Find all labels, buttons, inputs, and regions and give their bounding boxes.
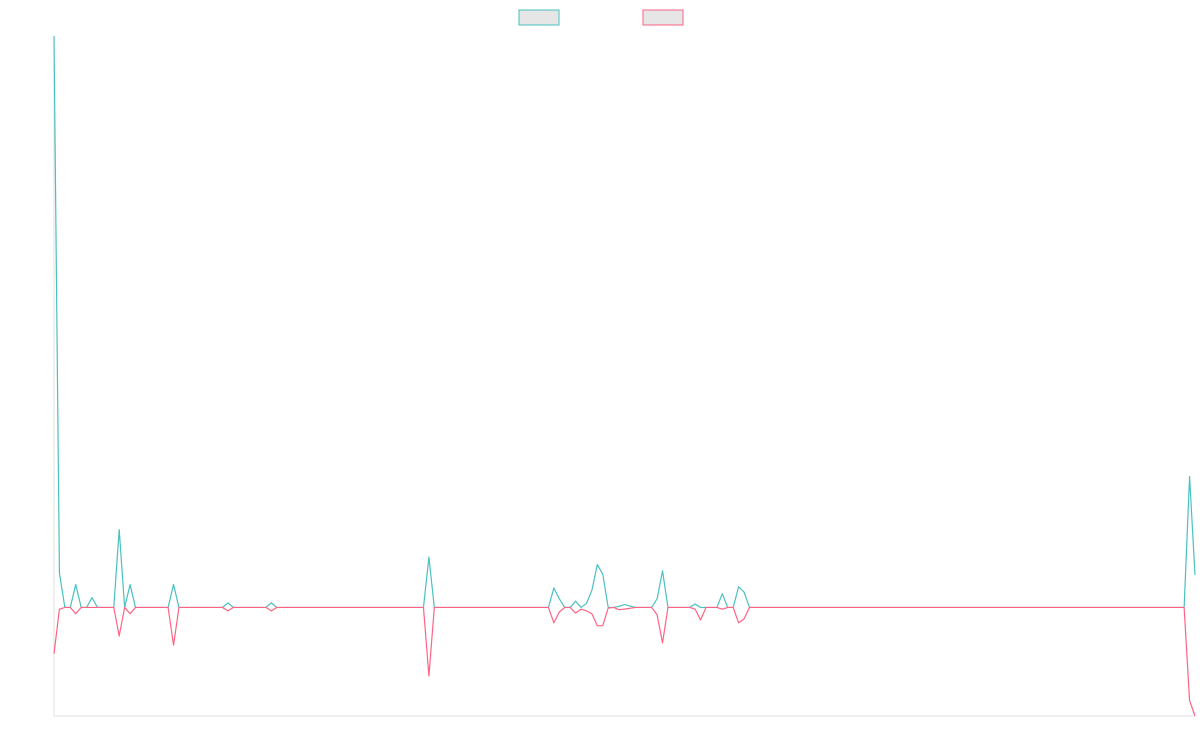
legend-swatch xyxy=(518,9,560,26)
series-line xyxy=(53,35,1196,609)
series-line xyxy=(53,606,1196,717)
legend-swatch xyxy=(642,9,684,26)
